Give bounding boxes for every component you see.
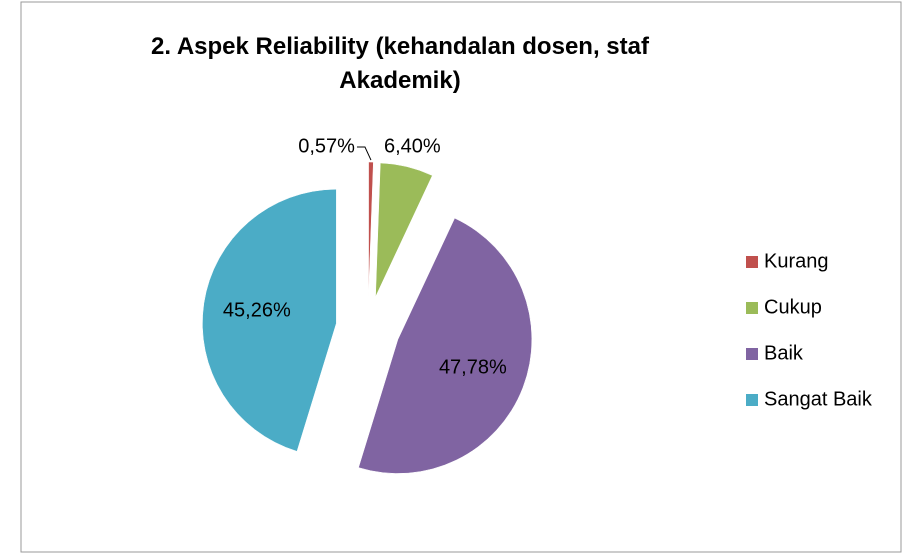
chart-title: 2. Aspek Reliability (kehandalan dosen, … — [151, 33, 649, 94]
pie-slice — [368, 161, 374, 297]
legend-label: Baik — [764, 342, 804, 364]
legend-swatch — [746, 348, 758, 360]
legend-swatch — [746, 302, 758, 314]
pie-slice — [358, 217, 533, 474]
data-label: 0,57% — [298, 135, 355, 157]
legend-label: Cukup — [764, 296, 822, 318]
legend-swatch — [746, 394, 758, 406]
pie-slice — [202, 188, 337, 452]
legend-swatch — [746, 256, 758, 268]
pie-slice — [375, 162, 433, 297]
legend-label: Kurang — [764, 250, 829, 272]
data-label: 45,26% — [223, 300, 291, 322]
legend-label: Sangat Baik — [764, 388, 873, 410]
data-label: 47,78% — [439, 357, 507, 379]
data-label: 6,40% — [384, 135, 441, 157]
leader-line — [356, 146, 372, 161]
